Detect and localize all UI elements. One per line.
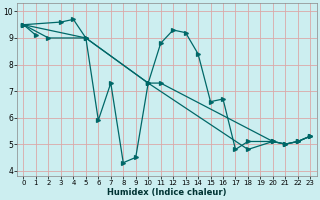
X-axis label: Humidex (Indice chaleur): Humidex (Indice chaleur) xyxy=(107,188,227,197)
